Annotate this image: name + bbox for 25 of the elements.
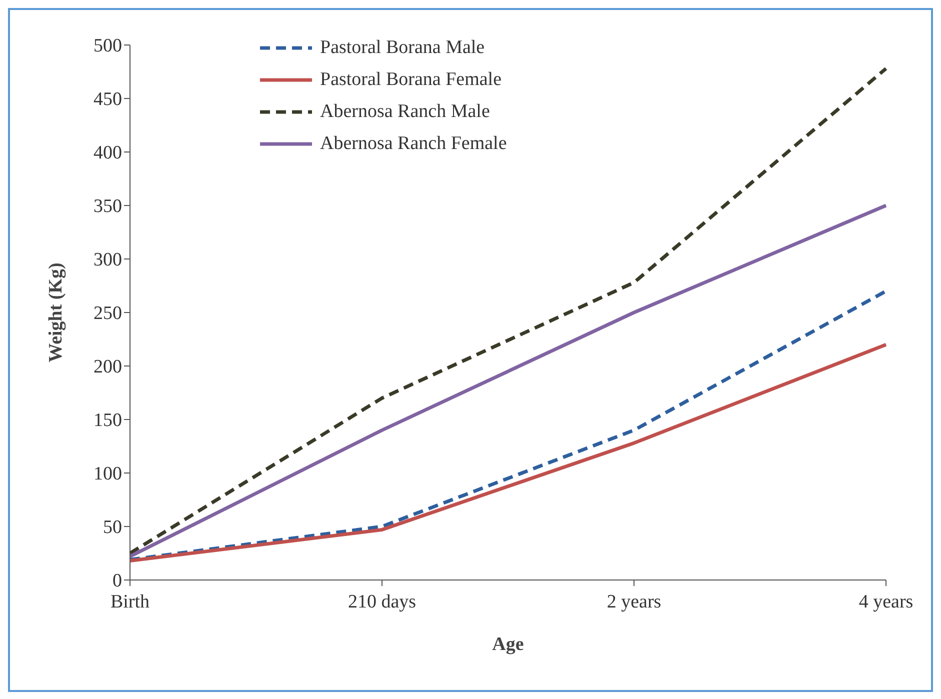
line-series — [128, 342, 888, 562]
x-axis-title: Age — [492, 634, 524, 655]
y-tick-label: 50 — [103, 517, 122, 538]
x-tick-label: 2 years — [606, 591, 662, 612]
x-tick-label: 210 days — [348, 591, 416, 612]
y-tick-label: 300 — [94, 250, 122, 271]
line-series — [128, 289, 888, 562]
y-tick-label: 200 — [94, 356, 122, 378]
legend-label: Abernosa Ranch Male — [320, 101, 490, 123]
legend-label: Pastoral Borana Male — [320, 37, 485, 59]
y-tick-label: 400 — [94, 142, 122, 164]
x-tick-label: 4 years — [858, 591, 914, 612]
line-series — [128, 66, 888, 555]
y-tick-label: 150 — [94, 410, 122, 432]
legend-label: Abernosa Ranch Female — [320, 133, 507, 155]
y-tick-label: 250 — [94, 303, 122, 324]
legend-label: Pastoral Borana Female — [320, 69, 502, 91]
y-tick-label: 500 — [94, 36, 122, 57]
y-tick-label: 450 — [94, 89, 122, 110]
x-tick-label: Birth — [110, 591, 150, 612]
y-tick-label: 100 — [94, 464, 122, 485]
y-axis-title: Weight (Kg) — [46, 262, 67, 362]
y-tick-label: 0 — [112, 570, 122, 592]
y-tick-label: 350 — [94, 196, 122, 218]
line-series — [128, 204, 888, 558]
